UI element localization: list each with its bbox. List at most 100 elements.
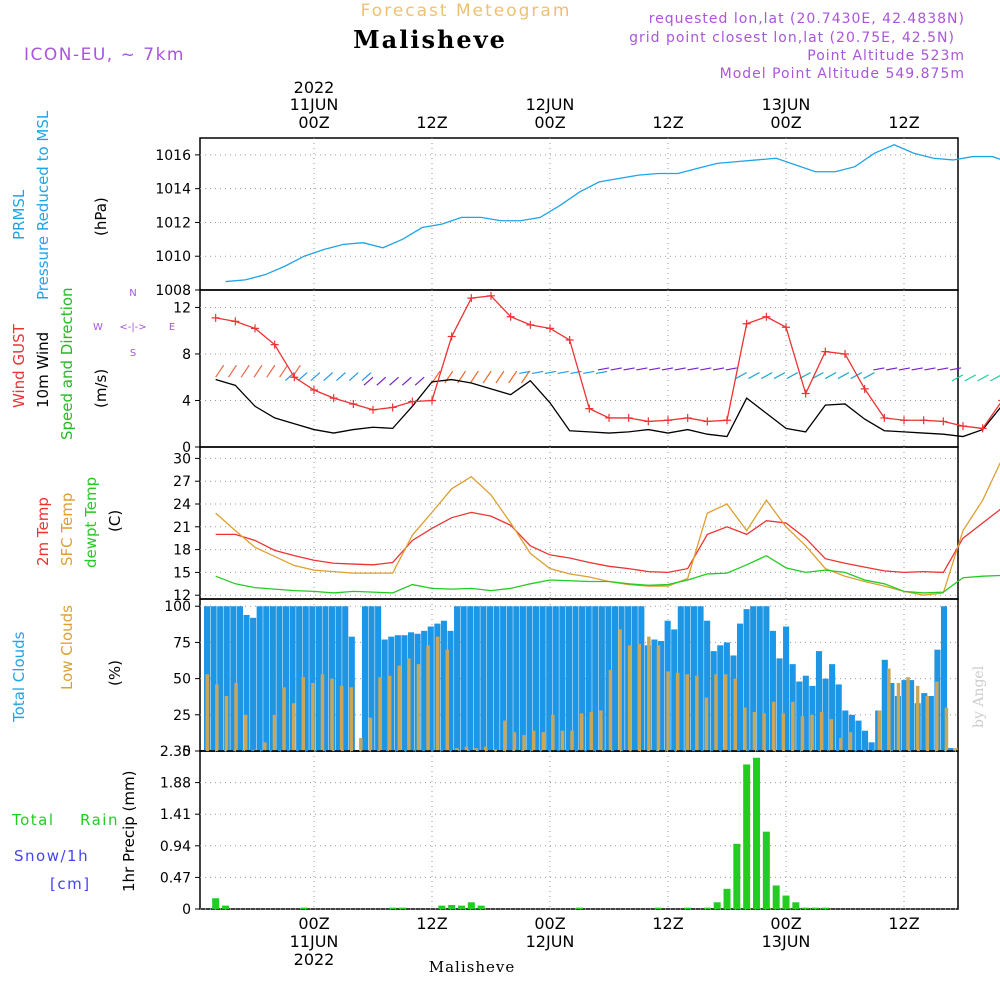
cloud-series [204, 606, 958, 751]
wind-barb [508, 370, 518, 384]
rain-bar [212, 898, 220, 909]
y-tick-label: 0.94 [160, 839, 191, 855]
total-cloud-bar [690, 606, 698, 751]
wind-unit: (m/s) [92, 369, 110, 408]
low-cloud-bar [205, 674, 209, 751]
wind-barb [725, 367, 737, 371]
gust-marker [565, 336, 574, 345]
wind-series [211, 291, 1000, 438]
low-cloud-bar [359, 737, 363, 751]
wind-barb [297, 372, 308, 382]
gust-marker [546, 324, 554, 333]
low-cloud-bar [666, 671, 670, 751]
compass-w: W [93, 322, 103, 333]
top-time-label: 00Z [298, 113, 329, 132]
total-cloud-bar [868, 742, 875, 751]
low-cloud-bar [695, 675, 699, 751]
wind-barb [215, 364, 225, 378]
total-cloud-bar [440, 620, 447, 751]
total-cloud-bar [842, 710, 849, 751]
wind-barb [911, 367, 923, 371]
total-cloud-bar [592, 606, 599, 751]
rain-bar [467, 902, 475, 909]
total-cloud-bar [855, 720, 862, 751]
total-cloud-bar [486, 606, 494, 751]
low-cloud-bar [589, 711, 593, 751]
low-cloud-bar [455, 748, 459, 751]
wind-barb [323, 372, 334, 382]
gust-marker [487, 291, 495, 300]
total-cloud-bar [467, 606, 474, 751]
low-cloud-bar [387, 675, 392, 751]
wind-label: 10m Wind [34, 332, 52, 408]
total-cloud-bar [671, 629, 678, 751]
pressure-series [225, 144, 1000, 283]
wind-barb [937, 367, 949, 371]
total-cloud-bar [815, 651, 823, 751]
rain-bar [300, 907, 308, 909]
low-cloud-bar [349, 687, 353, 751]
gust-marker [644, 417, 653, 426]
wind-barb [597, 367, 610, 371]
gust-marker [428, 396, 436, 405]
total-cloud-bar [361, 606, 369, 751]
total-cloud-bar [921, 693, 928, 751]
low-cloud-bar [243, 714, 248, 751]
low-cloud-bar [925, 695, 929, 751]
y-tick-label: 1014 [155, 182, 191, 198]
total-cloud-bar [506, 606, 513, 751]
gust-marker [939, 417, 948, 426]
low-cloud-bar [819, 711, 824, 751]
pressure-name1: PRMSL [10, 189, 28, 240]
total-cloud-bar [407, 632, 415, 751]
pressure-unit: (hPa) [92, 197, 110, 236]
low-cloud-bar [887, 668, 891, 751]
wind-barb [361, 372, 372, 382]
gust-marker [683, 413, 692, 422]
panel-4: 0 0.47 0.94 1.41 1.88 2.35 [160, 744, 959, 918]
low-cloud-bar [570, 730, 574, 751]
low-cloud-bar [426, 645, 430, 751]
wind-barb [812, 372, 824, 380]
total-cloud-bar [230, 606, 237, 751]
total-cloud-bar [480, 606, 487, 751]
wind-barb [898, 367, 911, 371]
total-cloud-bar [335, 606, 342, 751]
y-tick-label: 75 [173, 635, 191, 651]
low-cloud-bar [339, 685, 344, 751]
wind-barb [873, 367, 885, 371]
rain-bar [782, 895, 790, 909]
low-cloud-bar [771, 701, 776, 751]
wind-barb [649, 367, 661, 371]
total-cloud-bar [546, 606, 553, 751]
pressure-line [225, 144, 1000, 283]
rain-bar [222, 905, 229, 909]
low-cloud-bar [560, 730, 565, 751]
grid-point-coords: grid point closest lon,lat (20.75E, 42.5… [629, 30, 955, 46]
subtitle: Forecast Meteogram [361, 1, 572, 21]
low-cloud-bar [637, 643, 641, 751]
cloud-labels: Total Clouds Low Clouds (%) [10, 605, 124, 723]
dewpt-line [215, 554, 1000, 594]
wind-barb [700, 367, 712, 371]
total-cloud-bar [368, 606, 375, 751]
total-cloud-bar [611, 606, 619, 751]
wind-barb-group [951, 374, 1000, 382]
total-cloud-bar [282, 606, 290, 751]
rain-bar [723, 888, 731, 909]
wind-barb [444, 370, 454, 384]
y-tick-label: 1016 [155, 148, 191, 164]
bottom-date-label: 13JUN [762, 932, 811, 951]
total-cloud-bar [375, 606, 382, 751]
compass-n: N [129, 288, 136, 299]
low-cloud-bar [829, 719, 833, 751]
rain-bar [684, 907, 692, 909]
low-cloud-bar [512, 732, 517, 751]
low-cloud-bar [474, 748, 478, 751]
total-cloud-bar [309, 606, 316, 751]
precip-axis-label: 1hr Precip (mm) [120, 771, 138, 892]
sfc-temp-line [215, 461, 1000, 596]
low-cloud-bar [714, 674, 718, 751]
gust-marker [388, 403, 397, 412]
